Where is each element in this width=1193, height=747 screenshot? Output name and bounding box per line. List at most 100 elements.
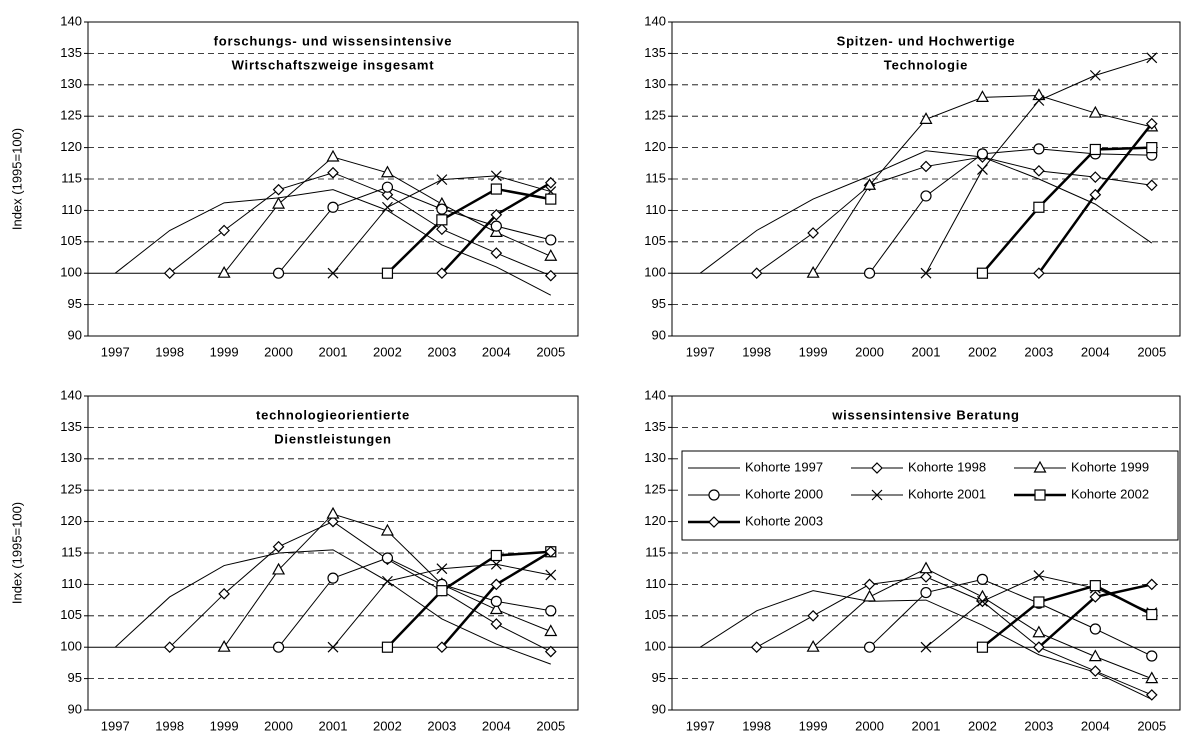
data-point xyxy=(381,552,394,564)
chart-title: Spitzen- und Hochwertige xyxy=(837,33,1016,48)
x-tick-label: 2000 xyxy=(855,718,884,733)
data-point xyxy=(807,609,819,622)
data-point xyxy=(381,267,394,279)
data-point xyxy=(1033,267,1045,280)
chart-title: technologieorientierte xyxy=(256,407,410,422)
x-tick-label: 2005 xyxy=(1137,718,1166,733)
data-point xyxy=(1146,52,1158,64)
data-point xyxy=(920,267,932,279)
y-tick-label: 135 xyxy=(60,419,82,434)
data-point xyxy=(218,587,230,600)
series-line xyxy=(756,576,1152,696)
data-point xyxy=(272,196,286,209)
y-tick-label: 105 xyxy=(60,233,82,248)
y-tick-label: 110 xyxy=(645,202,666,217)
data-point xyxy=(272,183,285,196)
y-tick-label: 100 xyxy=(644,639,666,654)
y-tick-label: 135 xyxy=(60,45,82,60)
data-point xyxy=(977,595,988,607)
data-point xyxy=(327,641,339,653)
data-point xyxy=(272,562,286,575)
data-point xyxy=(544,624,558,637)
data-point xyxy=(863,267,876,279)
data-point xyxy=(750,641,763,654)
x-tick-label: 2005 xyxy=(1137,344,1166,359)
y-tick-label: 90 xyxy=(68,327,82,342)
data-point xyxy=(436,174,448,186)
x-tick-label: 1999 xyxy=(799,718,828,733)
legend-marker-shape xyxy=(708,516,720,528)
x-tick-label: 2000 xyxy=(264,718,293,733)
legend-label: Kohorte 2003 xyxy=(745,513,823,528)
x-tick-label: 1997 xyxy=(101,344,130,359)
data-point xyxy=(976,573,989,585)
y-axis-label: Index (1995=100) xyxy=(9,502,24,604)
data-point xyxy=(327,515,339,528)
data-point xyxy=(1033,596,1045,608)
y-tick-label: 90 xyxy=(652,327,666,342)
y-tick-label: 130 xyxy=(644,76,666,91)
y-tick-label: 95 xyxy=(652,670,666,685)
y-tick-label: 115 xyxy=(61,544,82,559)
data-point xyxy=(381,188,394,201)
x-tick-label: 2001 xyxy=(912,344,941,359)
data-point xyxy=(1145,671,1159,684)
series-line xyxy=(756,156,1152,274)
data-point xyxy=(382,201,393,213)
data-point xyxy=(436,203,448,215)
data-point xyxy=(1088,649,1102,662)
data-point xyxy=(807,227,819,239)
y-tick-label: 130 xyxy=(60,450,82,465)
data-point xyxy=(217,639,231,652)
data-point xyxy=(544,269,557,282)
data-point xyxy=(975,90,989,102)
data-point xyxy=(272,267,285,279)
data-point xyxy=(545,234,557,246)
series-line xyxy=(278,186,551,274)
series-line xyxy=(169,521,552,653)
y-tick-label: 95 xyxy=(652,296,666,311)
data-point xyxy=(544,545,557,558)
legend-label: Kohorte 1999 xyxy=(1071,459,1149,474)
legend-marker-shape xyxy=(871,489,883,501)
y-tick-label: 125 xyxy=(644,108,666,123)
data-point xyxy=(1033,95,1045,106)
data-point xyxy=(1089,665,1102,677)
x-tick-label: 2002 xyxy=(373,718,402,733)
y-axis-label: Index (1995=100) xyxy=(9,128,24,230)
data-point xyxy=(382,575,393,587)
data-point xyxy=(326,149,340,162)
x-tick-label: 2001 xyxy=(319,718,348,733)
data-point xyxy=(544,176,557,189)
data-point xyxy=(490,170,502,182)
data-point xyxy=(1146,142,1158,154)
data-point xyxy=(1032,625,1046,638)
legend-label: Kohorte 2000 xyxy=(745,486,823,501)
y-tick-label: 110 xyxy=(61,576,82,591)
data-point xyxy=(806,639,820,652)
data-point xyxy=(380,165,394,178)
x-tick-label: 1998 xyxy=(742,718,771,733)
data-point xyxy=(163,641,176,654)
data-point xyxy=(1145,689,1158,701)
y-tick-label: 105 xyxy=(644,233,666,248)
legend-label: Kohorte 2002 xyxy=(1071,486,1149,501)
x-tick-label: 2004 xyxy=(482,718,511,733)
y-tick-label: 115 xyxy=(645,544,666,559)
x-tick-label: 1999 xyxy=(210,718,239,733)
data-point xyxy=(490,595,502,607)
x-tick-label: 2002 xyxy=(373,344,402,359)
data-point xyxy=(327,201,339,213)
data-point xyxy=(327,267,339,279)
data-point xyxy=(436,267,448,280)
data-point xyxy=(436,223,448,236)
data-point xyxy=(1145,179,1158,192)
x-tick-label: 1998 xyxy=(742,344,771,359)
x-tick-label: 2000 xyxy=(264,344,293,359)
y-tick-label: 140 xyxy=(60,13,82,28)
data-point xyxy=(272,641,285,653)
y-tick-label: 100 xyxy=(60,265,82,280)
y-tick-label: 90 xyxy=(652,701,666,716)
series-line xyxy=(699,590,1152,700)
y-tick-label: 105 xyxy=(644,607,666,622)
